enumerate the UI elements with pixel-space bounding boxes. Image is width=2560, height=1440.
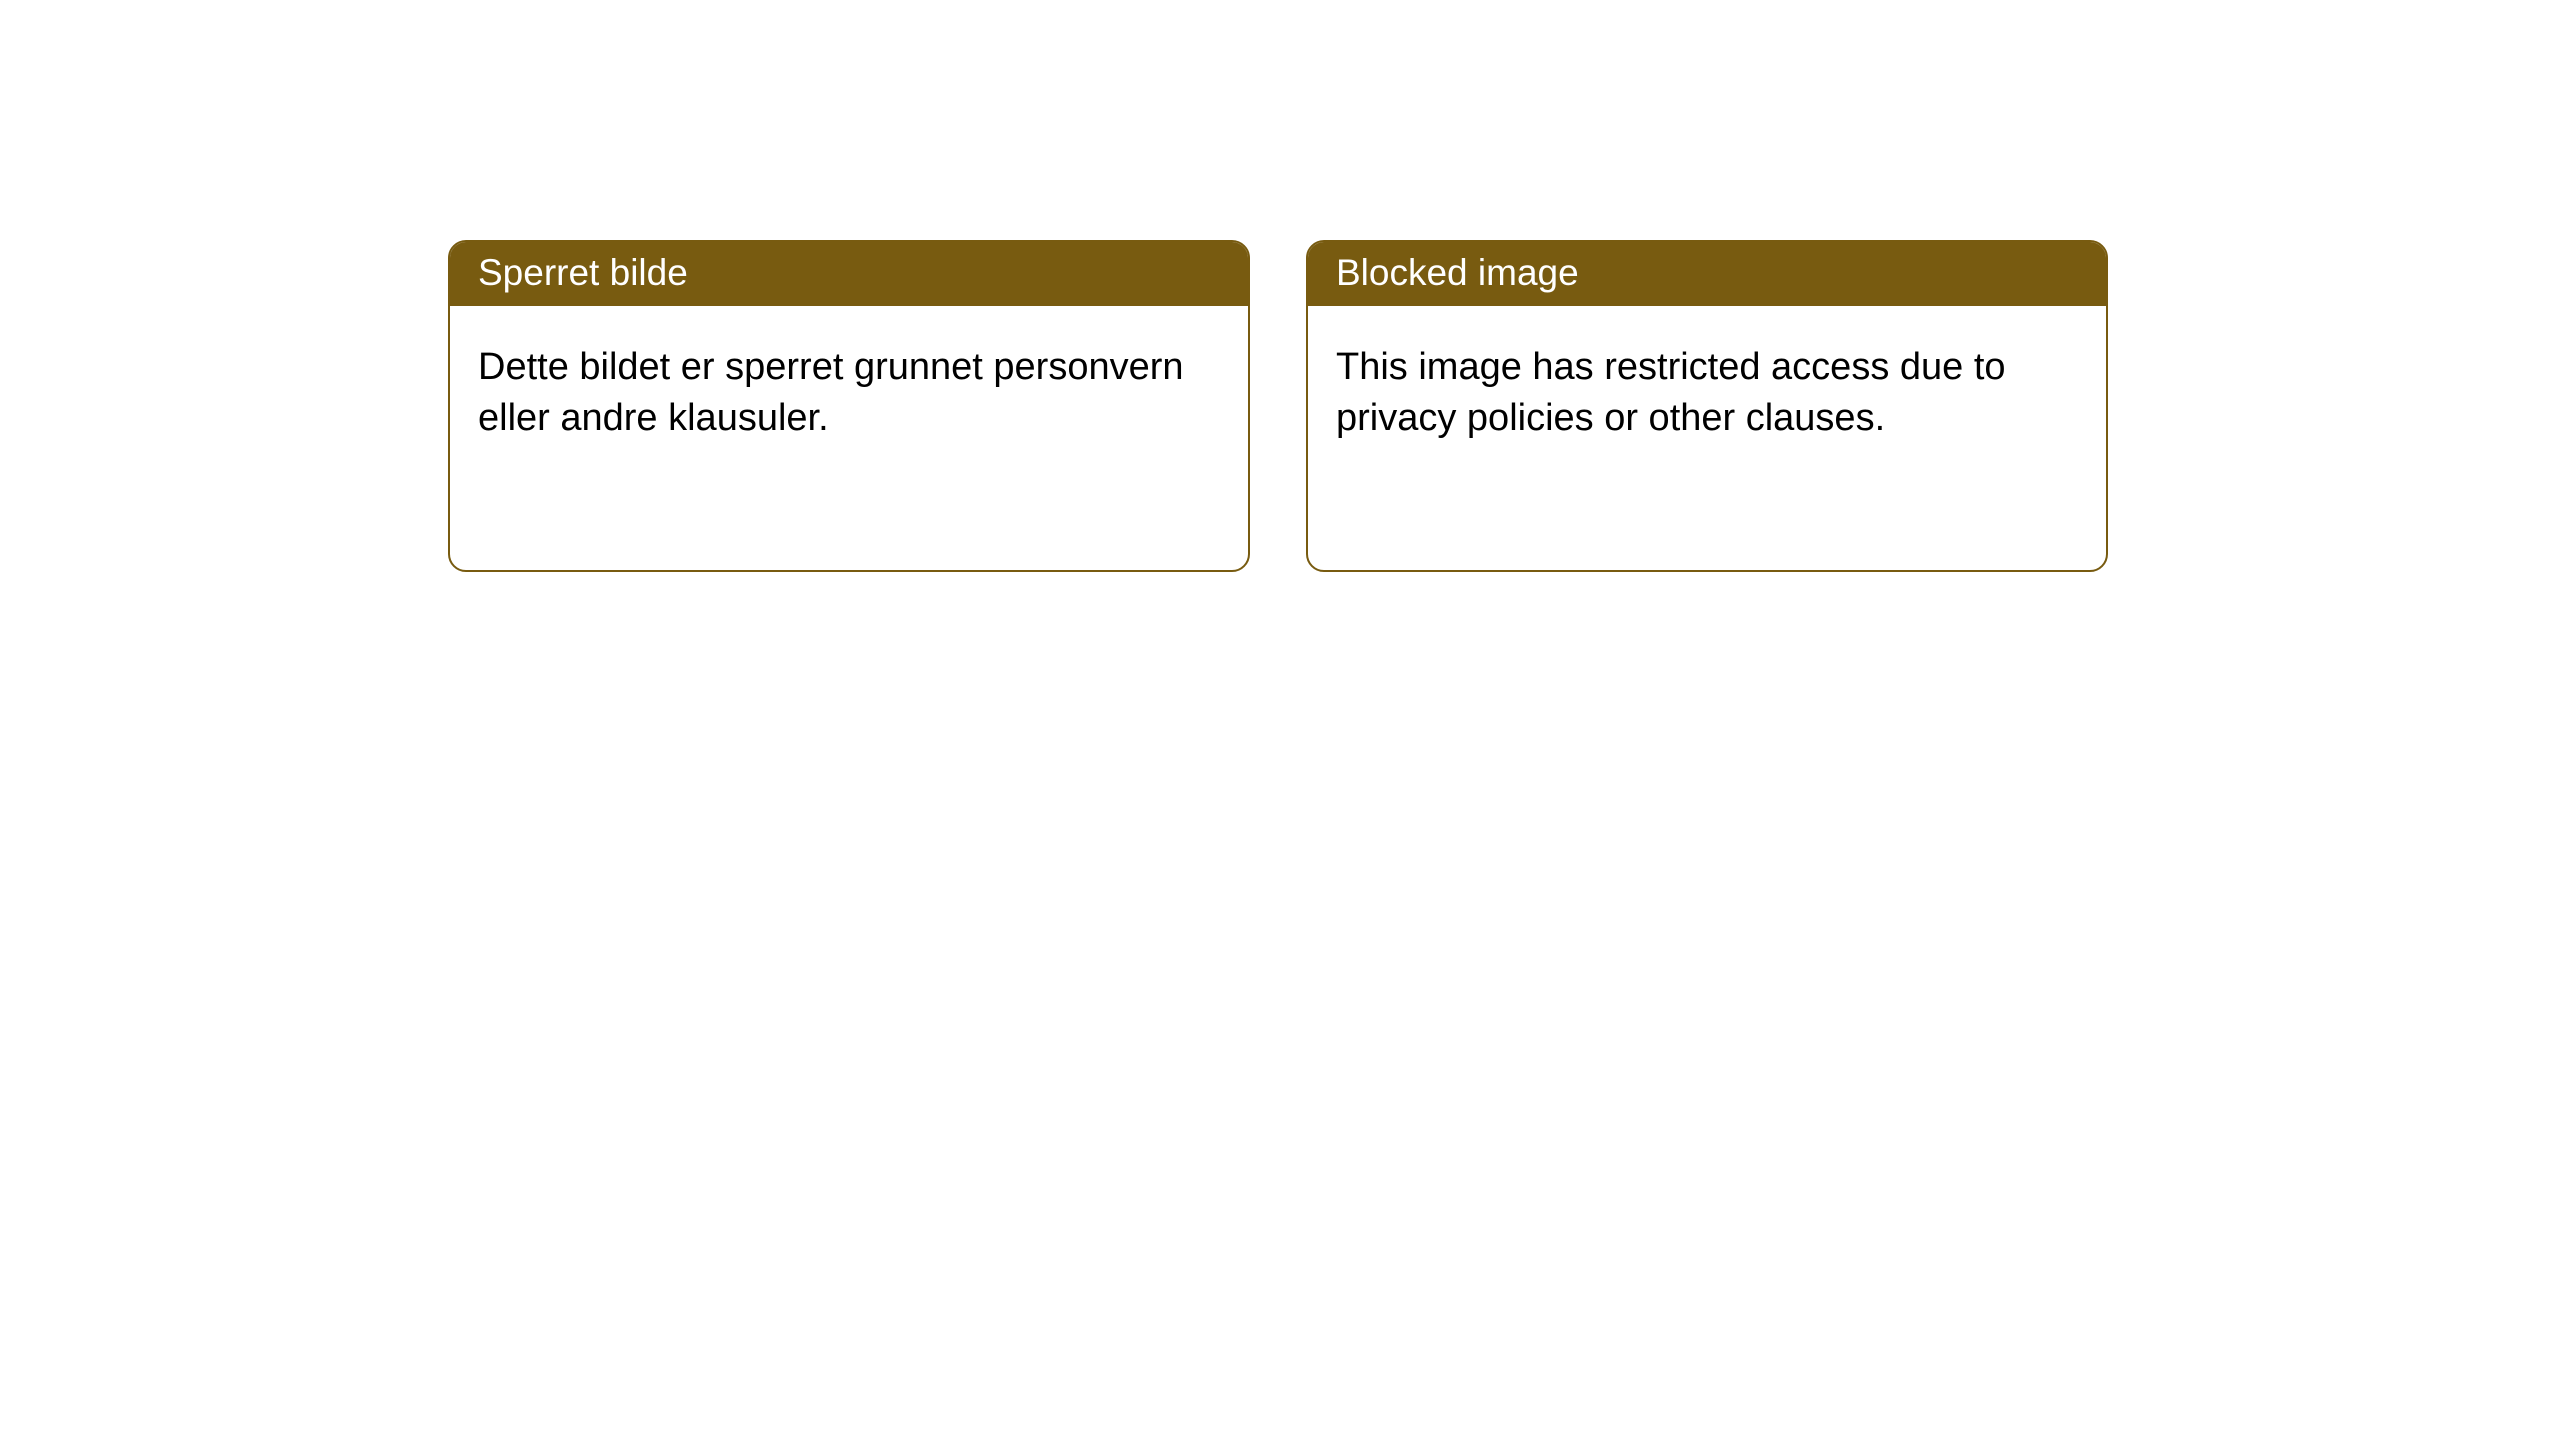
card-body: This image has restricted access due to …: [1308, 306, 2106, 481]
card-header: Blocked image: [1308, 242, 2106, 306]
notice-cards-container: Sperret bilde Dette bildet er sperret gr…: [448, 240, 2560, 572]
card-title: Sperret bilde: [478, 252, 688, 293]
card-header: Sperret bilde: [450, 242, 1248, 306]
card-title: Blocked image: [1336, 252, 1579, 293]
card-body-text: This image has restricted access due to …: [1336, 346, 2006, 439]
card-body: Dette bildet er sperret grunnet personve…: [450, 306, 1248, 481]
notice-card-english: Blocked image This image has restricted …: [1306, 240, 2108, 572]
notice-card-norwegian: Sperret bilde Dette bildet er sperret gr…: [448, 240, 1250, 572]
card-body-text: Dette bildet er sperret grunnet personve…: [478, 346, 1184, 439]
